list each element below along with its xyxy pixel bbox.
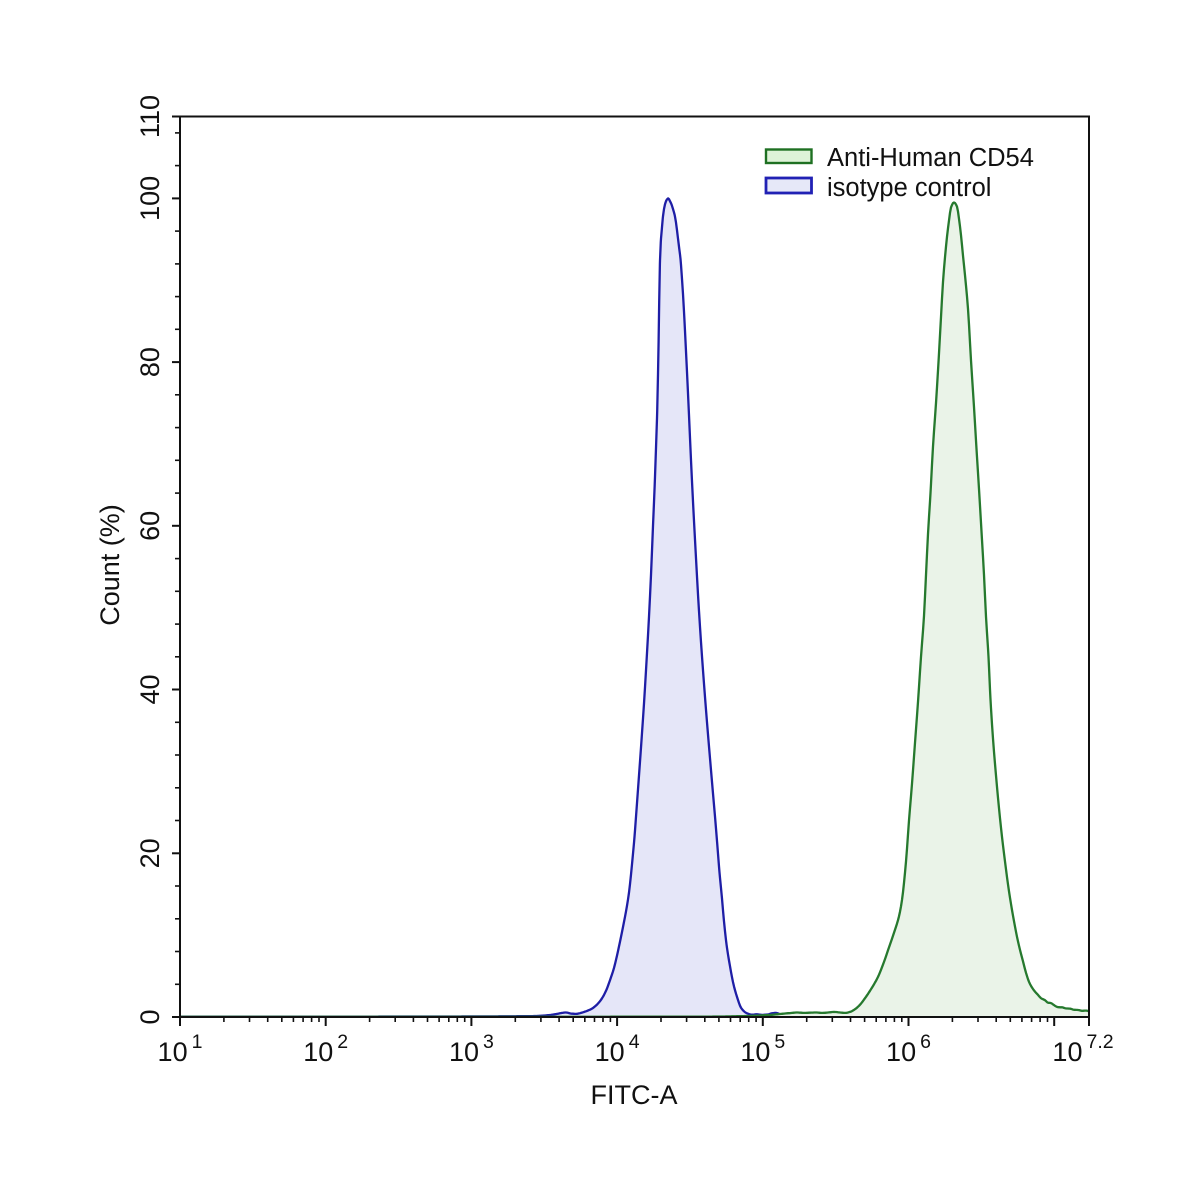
svg-text:Anti-Human CD54: Anti-Human CD54 — [827, 144, 1034, 172]
svg-text:100: 100 — [135, 176, 165, 221]
svg-text:FITC-A: FITC-A — [591, 1080, 678, 1110]
svg-text:Count (%): Count (%) — [95, 504, 125, 626]
svg-text:60: 60 — [135, 511, 165, 541]
svg-text:0: 0 — [135, 1009, 165, 1024]
svg-text:80: 80 — [135, 347, 165, 377]
svg-text:110: 110 — [135, 95, 165, 138]
svg-text:105: 10 5 — [740, 1031, 785, 1067]
svg-text:isotype control: isotype control — [827, 174, 991, 202]
svg-text:40: 40 — [135, 674, 165, 704]
svg-text:20: 20 — [135, 838, 165, 868]
